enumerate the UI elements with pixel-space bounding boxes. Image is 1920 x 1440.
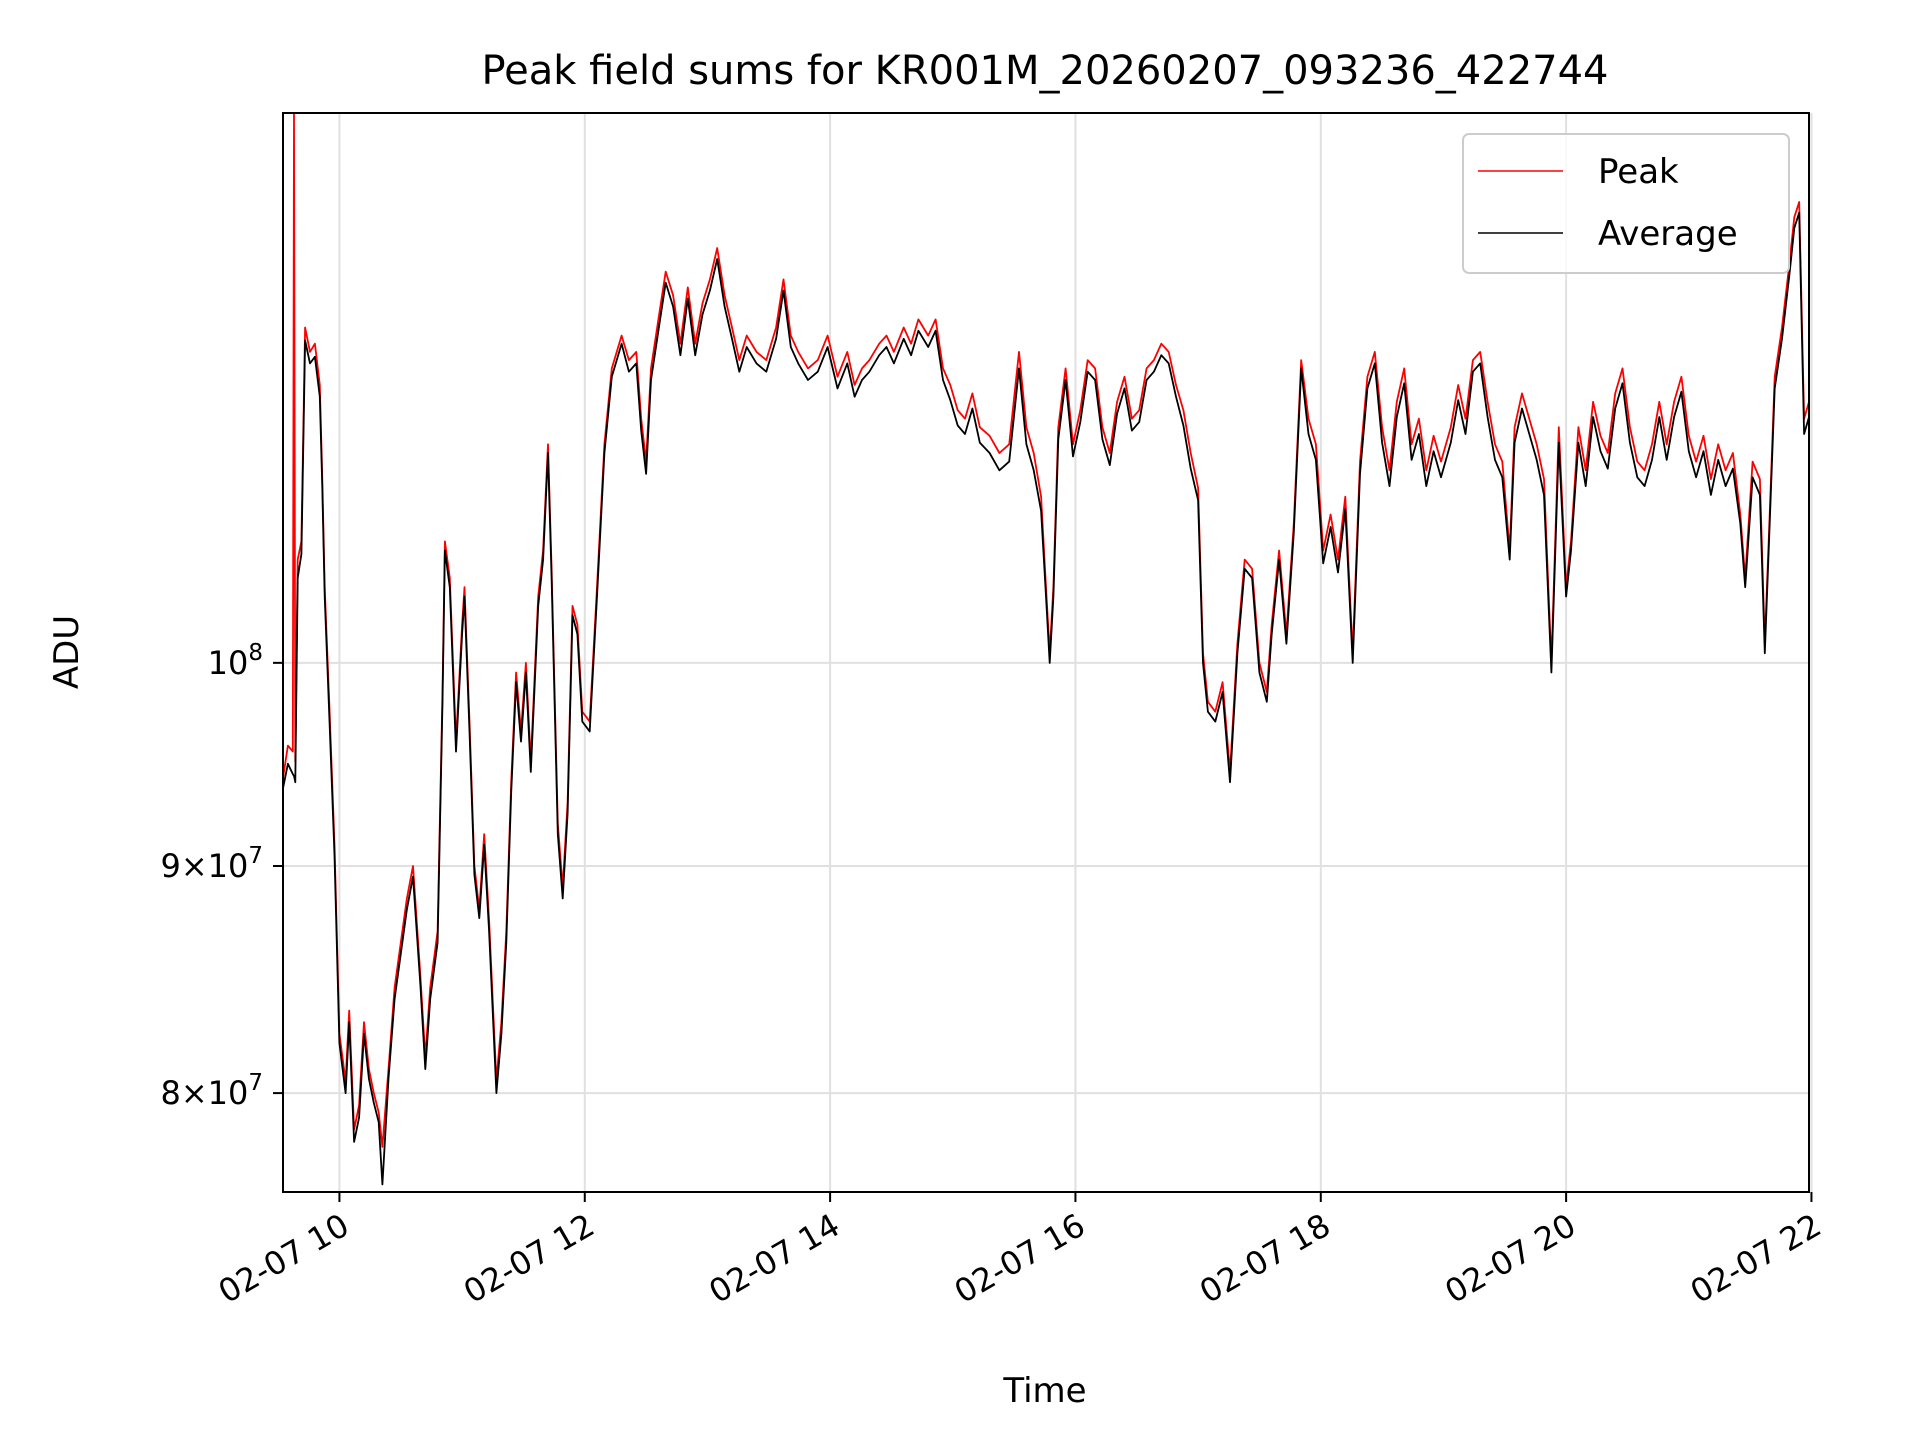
legend: Peak Average [1462,133,1790,274]
chart-title: Peak field sums for KR001M_20260207_0932… [481,48,1608,94]
series-layer [283,113,1809,1186]
grid [283,113,1813,1192]
plot-frame [282,112,1810,1193]
legend-label-average: Average [1598,214,1738,254]
legend-box [1462,133,1790,274]
y-axis-label: ADU [47,615,87,689]
y-tick-label: 9×107 [160,843,263,885]
y-tick-label: 8×107 [160,1070,263,1112]
y-axis: 8×107 9×107 108 [160,640,283,1112]
series-line-average [283,211,1809,1186]
legend-label-peak: Peak [1598,152,1679,192]
y-tick-label: 108 [208,640,263,682]
x-axis-label: Time [1002,1371,1086,1411]
